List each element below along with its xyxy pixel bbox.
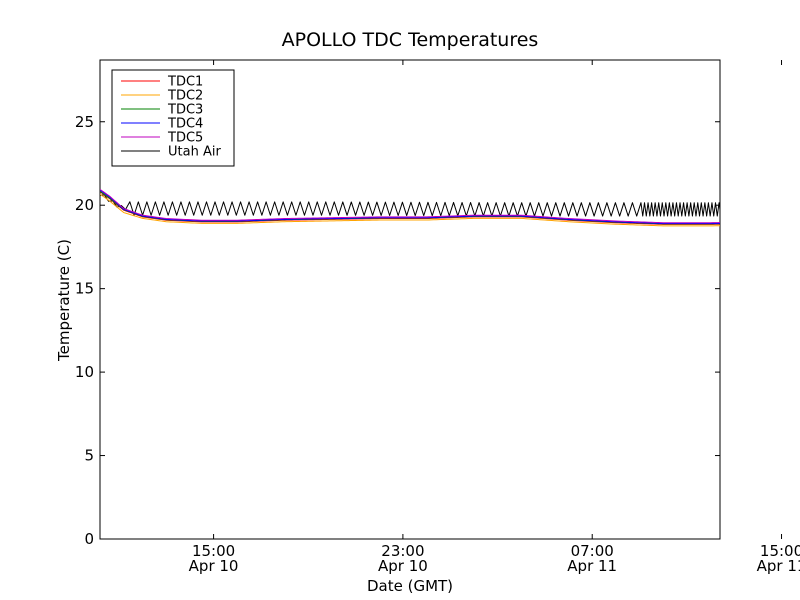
legend-label: TDC5 [167,131,203,146]
series-line-utah-air [100,194,720,217]
x-tick-label-time: 15:00 [760,542,800,560]
legend-box [111,69,235,167]
chart-title: APOLLO TDC Temperatures [282,29,539,51]
y-tick-label: 5 [84,447,94,465]
x-tick-label-time: 15:00 [192,542,235,560]
legend-label: TDC2 [167,89,203,104]
legend-label: TDC1 [167,75,203,90]
y-tick-label: 25 [75,113,94,131]
y-tick-label: 20 [75,196,94,214]
x-tick-label-date: Apr 11 [757,557,800,575]
x-tick-label-date: Apr 10 [189,557,239,575]
series-line-tdc5 [100,188,720,224]
y-tick-label: 15 [75,280,94,298]
legend-label: TDC4 [167,117,203,132]
x-tick-label-date: Apr 10 [378,557,428,575]
legend-label: TDC3 [167,103,203,118]
legend-label: Utah Air [168,145,221,160]
y-tick-label: 0 [84,530,94,548]
series-layer [100,188,720,227]
plot-frame [99,59,721,540]
series-line-tdc2 [100,193,720,227]
y-axis-label: Temperature (C) [55,239,73,362]
x-tick-label-time: 07:00 [571,542,614,560]
x-tick-label-date: Apr 11 [567,557,617,575]
x-axis-label: Date (GMT) [367,577,453,595]
x-tick-label-time: 23:00 [381,542,424,560]
y-tick-label: 10 [75,363,94,381]
series-line-tdc4 [100,189,720,225]
